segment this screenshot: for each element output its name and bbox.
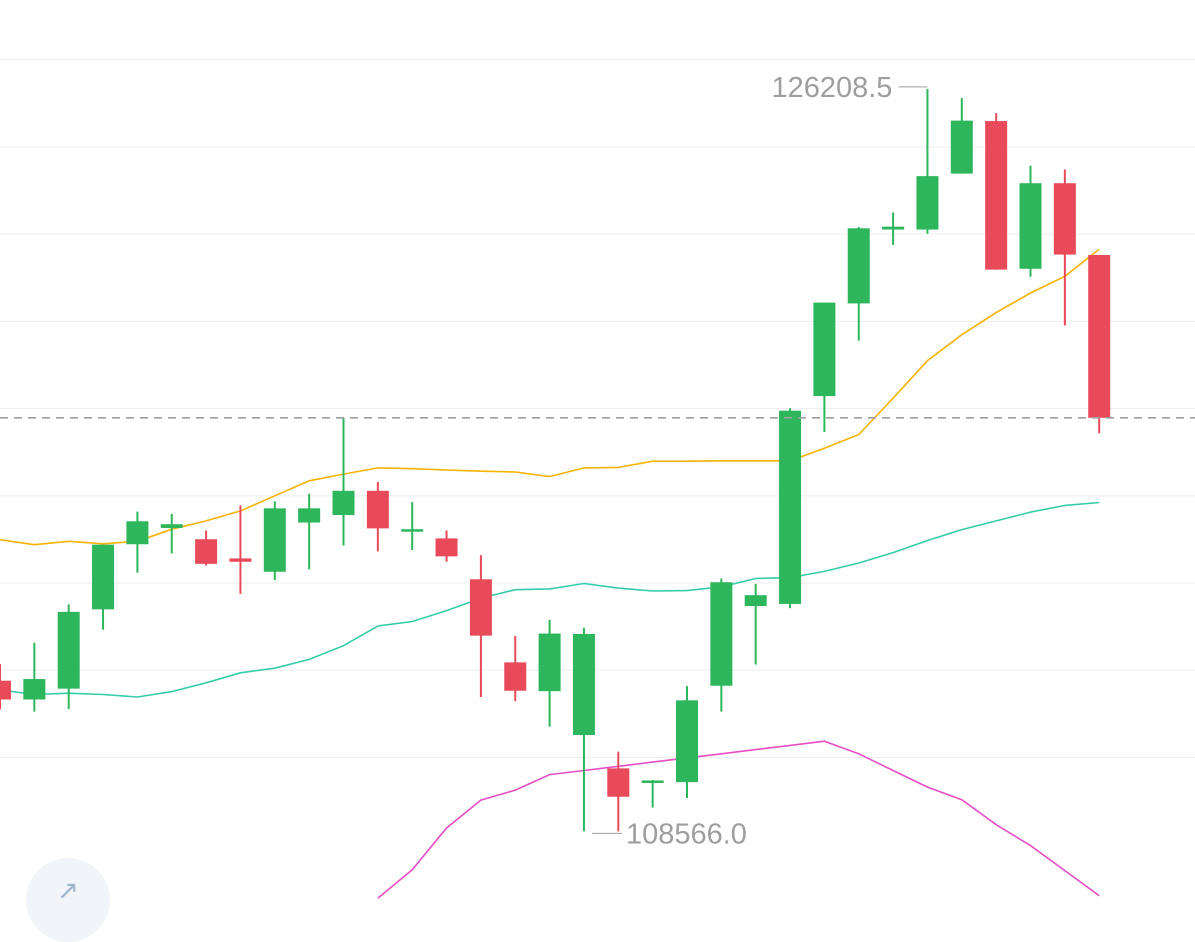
candle-body-down <box>1053 183 1076 255</box>
candle-body-down <box>469 579 492 636</box>
lower-band-line <box>377 740 1100 899</box>
candle-body-up <box>641 780 664 783</box>
candle-body-down <box>195 539 218 564</box>
candle-body-up <box>160 524 183 528</box>
candle-body-down <box>366 490 389 529</box>
candle-body-down <box>435 538 458 557</box>
low-label: 108566.0 <box>626 818 747 850</box>
candle-body-up <box>916 176 939 230</box>
candle-body-up <box>572 633 595 735</box>
candle-body-up <box>710 582 733 686</box>
candle-body-up <box>263 508 286 572</box>
candle-body-up <box>676 700 698 783</box>
candle-body-down <box>504 662 527 691</box>
low-marker: 108566.0 <box>591 818 747 850</box>
candle-body-up <box>882 226 905 230</box>
expand-button[interactable]: ↗ <box>26 858 110 942</box>
candle-body-up <box>779 410 802 604</box>
candle-body-up <box>1019 183 1042 269</box>
candle-body-up <box>332 490 355 516</box>
candle-body-up <box>57 611 80 689</box>
candle-body-up <box>401 529 424 532</box>
candle-body-up <box>23 679 46 700</box>
middle-band-line <box>0 501 1100 698</box>
upper-band-line <box>0 248 1100 546</box>
bollinger-bands <box>0 248 1100 899</box>
candle-body-up <box>92 544 115 610</box>
candle-body-up <box>813 302 836 397</box>
candlestick-chart: 126208.5 108566.0 <box>0 59 1195 899</box>
gridlines <box>0 59 1195 759</box>
high-label: 126208.5 <box>771 72 892 104</box>
candle-body-down <box>229 558 252 562</box>
candle-body-up <box>744 595 767 607</box>
candle-body-down <box>985 121 1008 270</box>
candles <box>0 88 1111 832</box>
candle-body-down <box>0 680 11 700</box>
candle-body-up <box>126 521 149 545</box>
candle-body-up <box>950 120 973 174</box>
candle-body-up <box>847 228 870 304</box>
high-marker: 126208.5 <box>771 72 928 104</box>
candle-body-up <box>298 508 321 523</box>
candle-body-up <box>538 633 561 692</box>
candle-body-down <box>1088 255 1111 418</box>
arrow-up-right-icon: ↗ <box>57 876 79 906</box>
candle-body-down <box>607 768 630 797</box>
